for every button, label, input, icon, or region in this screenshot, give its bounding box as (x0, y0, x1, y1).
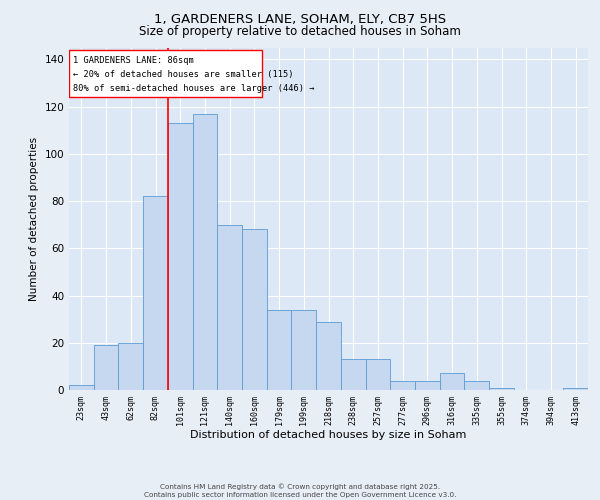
Bar (143, 196, 168, 390)
Bar (94, 345, 118, 390)
Text: Contains HM Land Registry data © Crown copyright and database right 2025.
Contai: Contains HM Land Registry data © Crown c… (144, 484, 456, 498)
Text: Size of property relative to detached houses in Soham: Size of property relative to detached ho… (139, 25, 461, 38)
Bar (440, 374, 464, 390)
Bar (118, 343, 143, 390)
Bar (69, 386, 94, 390)
Bar (563, 388, 588, 390)
Text: 1, GARDENERS LANE, SOHAM, ELY, CB7 5HS: 1, GARDENERS LANE, SOHAM, ELY, CB7 5HS (154, 12, 446, 26)
Bar (365, 360, 390, 390)
Bar (217, 224, 242, 390)
Bar (415, 380, 440, 390)
Bar (341, 360, 365, 390)
Text: 80% of semi-detached houses are larger (446) →: 80% of semi-detached houses are larger (… (73, 84, 314, 93)
Text: 1 GARDENERS LANE: 86sqm: 1 GARDENERS LANE: 86sqm (73, 56, 193, 65)
Bar (193, 114, 217, 390)
Bar (267, 310, 292, 390)
Bar (69, 50, 262, 97)
Bar (242, 230, 267, 390)
Text: ← 20% of detached houses are smaller (115): ← 20% of detached houses are smaller (11… (73, 70, 293, 79)
Bar (390, 380, 415, 390)
Bar (168, 123, 193, 390)
Bar (464, 380, 489, 390)
X-axis label: Distribution of detached houses by size in Soham: Distribution of detached houses by size … (190, 430, 467, 440)
Bar (292, 310, 316, 390)
Bar (316, 322, 341, 390)
Bar (489, 388, 514, 390)
Y-axis label: Number of detached properties: Number of detached properties (29, 136, 39, 301)
